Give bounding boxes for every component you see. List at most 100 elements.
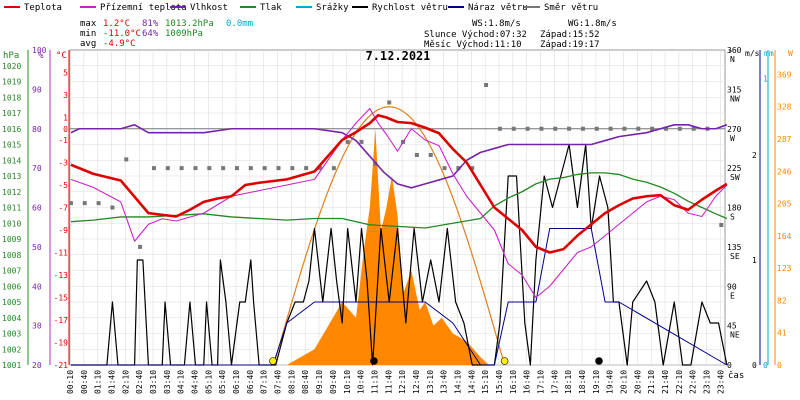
wind-direction-point: [359, 139, 364, 144]
wind-direction-point: [387, 100, 392, 105]
temperature-axis-label: °C: [56, 51, 67, 61]
direction-tick-label: 225: [727, 164, 742, 173]
wind-direction-point: [345, 139, 350, 144]
pressure-tick-label: 1010: [2, 219, 21, 228]
legend-label: Náraz větru: [468, 3, 528, 13]
wind-direction-point: [221, 166, 226, 171]
x-axis-label: čas: [728, 370, 744, 381]
pressure-tick-label: 1020: [2, 62, 21, 71]
axes: 00:10 00:40 01:10 01:40 02:10 02:40 03:10 03:40…: [2, 46, 793, 394]
wind-direction-point: [304, 166, 309, 171]
wind-direction-point: [151, 166, 156, 171]
direction-tick-label: 90: [727, 282, 737, 291]
x-tick-label: 14:10: [453, 370, 462, 394]
direction-tick-label: SE: [730, 252, 740, 261]
x-tick-label: 15:10: [481, 370, 490, 394]
legend-label: Srážky: [316, 3, 349, 13]
pressure-tick-label: 1002: [2, 345, 21, 354]
temperature-tick-label: -3: [58, 159, 68, 168]
x-tick-label: 02:40: [135, 370, 144, 394]
wind-direction-point: [484, 83, 489, 87]
x-tick-label: 10:40: [357, 370, 366, 394]
sunrise-marker: [269, 357, 277, 365]
solar-tick-label: 287: [777, 135, 792, 144]
rain-tick-label: 0: [763, 361, 768, 370]
wind-direction-point: [539, 126, 544, 131]
wind-direction-point: [248, 166, 253, 171]
x-tick-label: 14:40: [467, 370, 476, 394]
direction-tick-label: 135: [727, 243, 742, 252]
pressure-tick-label: 1006: [2, 282, 21, 291]
x-tick-label: 11:10: [370, 370, 379, 394]
wind-direction-point: [193, 166, 198, 171]
solar-tick-label: 328: [777, 103, 792, 112]
x-tick-label: 23:10: [703, 370, 712, 394]
legend: Teplota Přízemní teplota Vlhkost Tlak Srážky…: [4, 3, 598, 13]
pressure-tick-label: 1005: [2, 298, 21, 307]
moonrise-marker: [370, 357, 378, 365]
solar-tick-label: 369: [777, 70, 792, 79]
x-tick-label: 03:40: [163, 370, 172, 394]
x-tick-label: 20:40: [633, 370, 642, 394]
legend-label: Vlhkost: [190, 3, 228, 13]
pressure-tick-label: 1011: [2, 204, 21, 213]
wind-direction-point: [691, 126, 696, 131]
x-tick-label: 23:40: [716, 370, 725, 394]
direction-tick-label: 180: [727, 204, 742, 213]
sunset-value: Západ:15:52: [540, 30, 600, 40]
direction-tick-label: SW: [730, 173, 740, 182]
stats-temp-max: 1.2°C: [103, 19, 130, 29]
stats-temp-avg: -4.9°C: [103, 39, 136, 49]
wind-direction-point: [262, 166, 267, 171]
stats-press-min: 1009hPa: [165, 29, 203, 39]
x-tick-label: 04:10: [177, 370, 186, 394]
temperature-tick-label: -17: [54, 316, 69, 325]
solar-tick-label: 164: [777, 232, 792, 241]
wind-direction-point: [82, 201, 87, 206]
wind-direction-point: [497, 126, 502, 131]
wind-direction-point: [636, 126, 641, 131]
direction-tick-label: E: [730, 291, 735, 300]
wind-direction-point: [428, 153, 433, 157]
wind-direction-point: [622, 126, 627, 131]
stats-press-max: 1013.2hPa: [165, 19, 214, 29]
wind-direction-point: [96, 201, 101, 206]
wind-direction-point: [580, 126, 585, 131]
pressure-tick-label: 1019: [2, 78, 21, 87]
wind-direction-point: [677, 126, 682, 131]
temperature-tick-label: -21: [54, 361, 69, 370]
x-tick-label: 19:10: [592, 370, 601, 394]
legend-label: Tlak: [260, 3, 282, 13]
sun-arc-line: [273, 106, 506, 366]
wind-direction-point: [511, 126, 516, 131]
x-tick-label: 05:40: [218, 370, 227, 394]
x-tick-label: 16:10: [509, 370, 518, 394]
wind-axis-label: m/s: [745, 49, 760, 58]
x-tick-label: 08:40: [301, 370, 310, 394]
temperature-line: [70, 113, 728, 254]
x-tick-label: 22:10: [675, 370, 684, 394]
humidity-tick-label: 90: [32, 85, 42, 94]
x-tick-label: 00:10: [66, 370, 75, 394]
x-tick-label: 05:10: [204, 370, 213, 394]
ground-temperature-line: [70, 107, 728, 299]
x-tick-label: 09:40: [329, 370, 338, 394]
pressure-axis-label: hPa: [3, 51, 19, 61]
temperature-tick-label: -11: [54, 249, 69, 258]
wind-direction-point: [442, 166, 447, 171]
x-tick-label: 08:10: [287, 370, 296, 394]
wind-tick-label: 1: [752, 256, 757, 265]
solar-tick-label: 82: [777, 296, 787, 305]
wind-direction-point: [234, 166, 239, 171]
wind-direction-point: [567, 126, 572, 131]
wind-tick-label: 2: [752, 151, 757, 160]
temperature-tick-label: 5: [63, 69, 68, 78]
solar-area: [286, 128, 489, 365]
temperature-tick-label: -19: [54, 339, 69, 348]
stats-rain-max: 0.0mm: [226, 19, 253, 29]
direction-tick-label: NE: [730, 331, 740, 340]
wind-direction-point: [594, 126, 599, 131]
humidity-tick-label: 70: [32, 164, 42, 173]
direction-tick-label: NW: [730, 94, 740, 103]
